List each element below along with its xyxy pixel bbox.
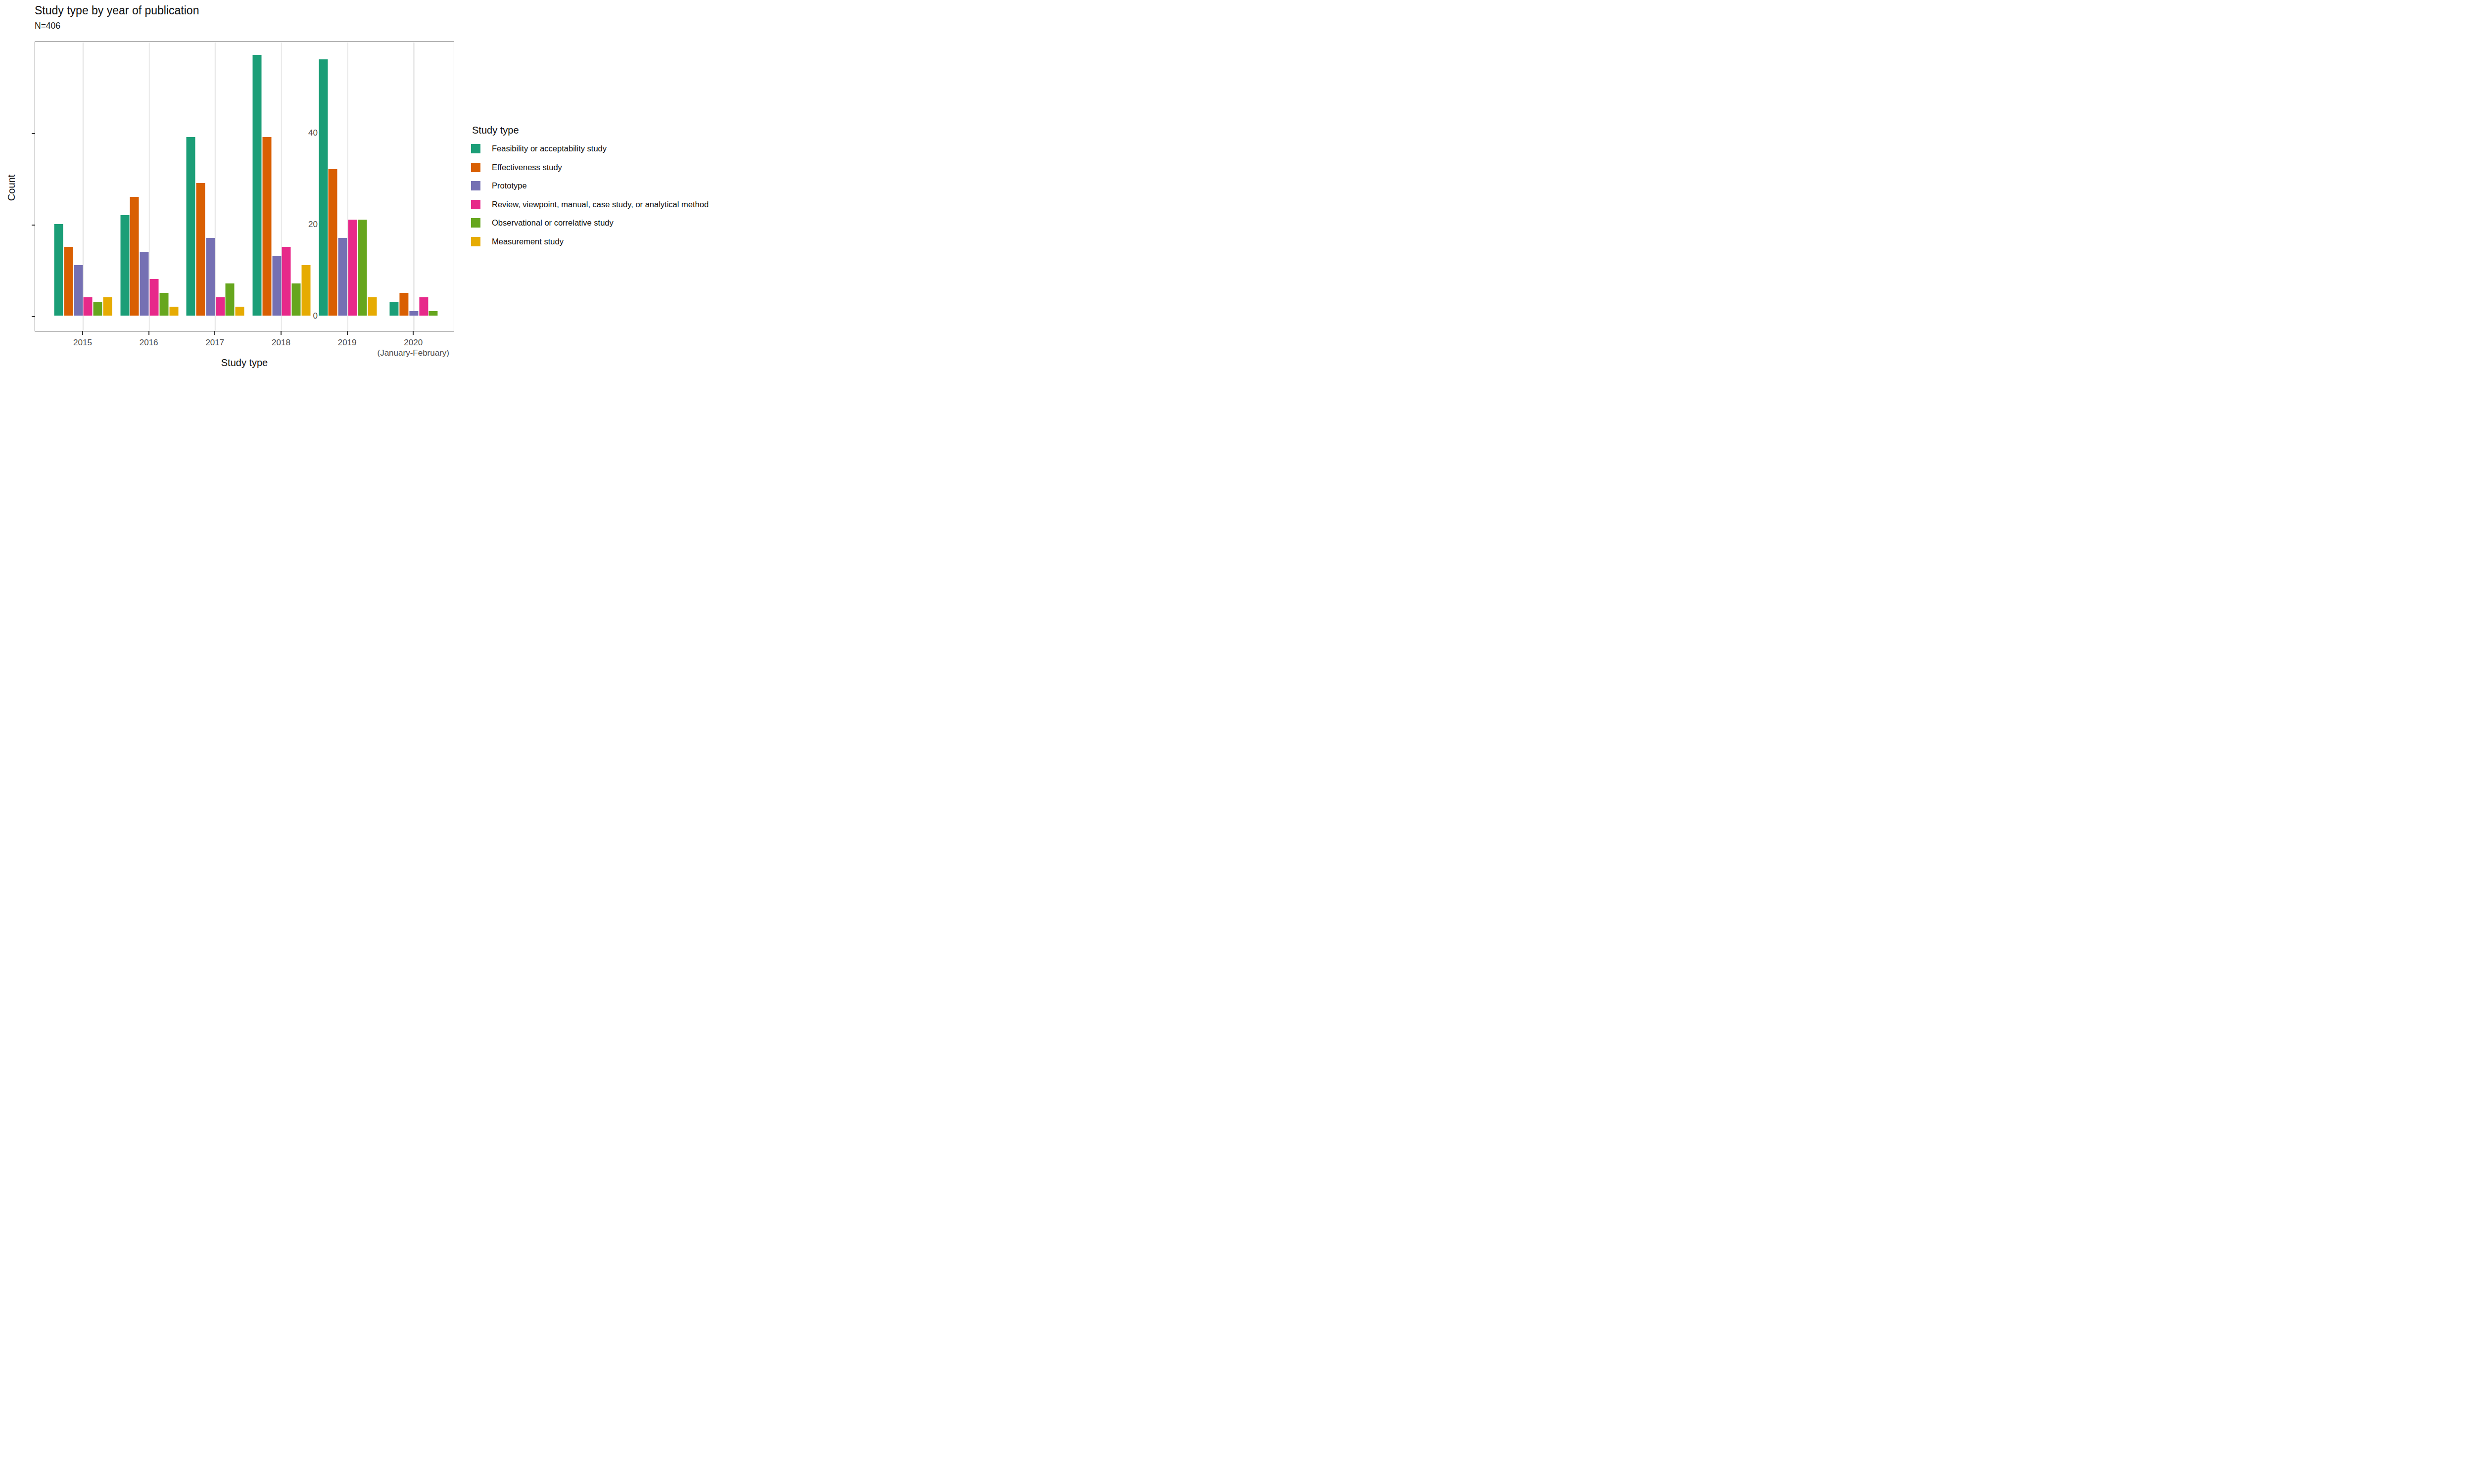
bar-group-2018 [252, 55, 310, 316]
bar-2015-effectiveness-study [64, 247, 73, 316]
x-tick-label-2020: 2020 (January-February) [378, 337, 450, 359]
bar-2019-effectiveness-study [329, 169, 337, 316]
y-tick-label-40: 40 [298, 128, 318, 138]
x-tick-2020 [413, 331, 414, 335]
bar-2016-feasibility-or [120, 215, 129, 316]
x-tick-2015 [82, 331, 83, 335]
x-tick-label-2015: 2015 [73, 337, 92, 348]
legend-label: Effectiveness study [492, 163, 562, 172]
x-axis-title: Study type [35, 357, 454, 369]
bar-2016-effectiveness-study [130, 197, 139, 316]
legend-swatch-icon [471, 237, 480, 246]
legend-title: Study type [472, 125, 709, 136]
bar-2015-review-viewpoint [84, 297, 93, 316]
legend-swatch-icon [471, 218, 480, 228]
bar-group-2019 [319, 59, 377, 316]
figure: Study type by year of publication N=406 … [0, 0, 742, 371]
bar-2019-prototype [338, 238, 347, 316]
bar-2017-review-viewpoint [216, 297, 225, 316]
y-tick-20 [32, 225, 35, 226]
bar-2018-feasibility-or [252, 55, 261, 316]
legend-label: Measurement study [492, 237, 564, 246]
legend-item: Effectiveness study [471, 163, 709, 172]
y-tick-0 [32, 316, 35, 317]
chart-title: Study type by year of publication [35, 4, 199, 17]
bar-group-2017 [187, 137, 244, 316]
bar-2019-measurement-study [368, 297, 377, 316]
y-tick-label-20: 20 [298, 220, 318, 230]
y-axis-title: Count [6, 163, 17, 213]
bar-2017-measurement-study [236, 307, 244, 316]
bar-2018-review-viewpoint [282, 247, 291, 316]
x-tick-label-2019: 2019 [338, 337, 357, 348]
legend-swatch-icon [471, 163, 480, 172]
bar-2019-observational-or [358, 220, 367, 316]
legend: Study type Feasibility or acceptability … [471, 125, 709, 255]
bar-2016-review-viewpoint [150, 279, 159, 316]
bar-2018-prototype [272, 256, 281, 316]
bar-2016-prototype [140, 252, 149, 316]
y-tick-40 [32, 133, 35, 134]
bar-2020-observational-or [429, 311, 438, 316]
bar-2016-observational-or [159, 293, 168, 316]
gridline-2020 [413, 42, 415, 331]
bar-2020-prototype [409, 311, 418, 316]
bar-2015-feasibility-or [54, 224, 63, 316]
x-tick-label-2018: 2018 [272, 337, 290, 348]
bar-group-2020 [390, 293, 438, 316]
bar-2020-review-viewpoint [419, 297, 428, 316]
legend-item: Observational or correlative study [471, 218, 709, 228]
bar-group-2015 [54, 224, 112, 316]
bar-2017-feasibility-or [187, 137, 195, 316]
bar-2015-observational-or [94, 302, 102, 316]
legend-swatch-icon [471, 144, 480, 153]
x-tick-2018 [281, 331, 282, 335]
x-tick-2016 [148, 331, 149, 335]
x-tick-label-2017: 2017 [205, 337, 224, 348]
legend-item: Review, viewpoint, manual, case study, o… [471, 200, 709, 209]
bar-2017-observational-or [226, 283, 235, 316]
bar-group-2016 [120, 197, 178, 316]
legend-item: Measurement study [471, 237, 709, 246]
bar-2016-measurement-study [169, 307, 178, 316]
legend-label: Prototype [492, 181, 527, 190]
legend-label: Observational or correlative study [492, 218, 614, 228]
x-tick-label-2016: 2016 [140, 337, 158, 348]
bar-2020-feasibility-or [390, 302, 399, 316]
bar-2017-prototype [206, 238, 215, 316]
legend-swatch-icon [471, 181, 480, 190]
bar-2015-measurement-study [103, 297, 112, 316]
legend-item: Prototype [471, 181, 709, 190]
legend-item: Feasibility or acceptability study [471, 144, 709, 153]
legend-items: Feasibility or acceptability study Effect… [471, 144, 709, 246]
plot-panel [35, 42, 454, 331]
legend-swatch-icon [471, 200, 480, 209]
bar-2017-effectiveness-study [196, 183, 205, 316]
x-tick-2017 [214, 331, 215, 335]
x-tick-2019 [347, 331, 348, 335]
bar-2018-measurement-study [301, 265, 310, 316]
y-tick-label-0: 0 [298, 311, 318, 321]
bar-2018-effectiveness-study [262, 137, 271, 316]
bar-2015-prototype [74, 265, 83, 316]
legend-label: Review, viewpoint, manual, case study, o… [492, 200, 709, 209]
legend-label: Feasibility or acceptability study [492, 144, 607, 153]
bar-2019-review-viewpoint [348, 220, 357, 316]
chart-subtitle: N=406 [35, 21, 60, 31]
bar-2020-effectiveness-study [399, 293, 408, 316]
bar-2019-feasibility-or [319, 59, 328, 316]
